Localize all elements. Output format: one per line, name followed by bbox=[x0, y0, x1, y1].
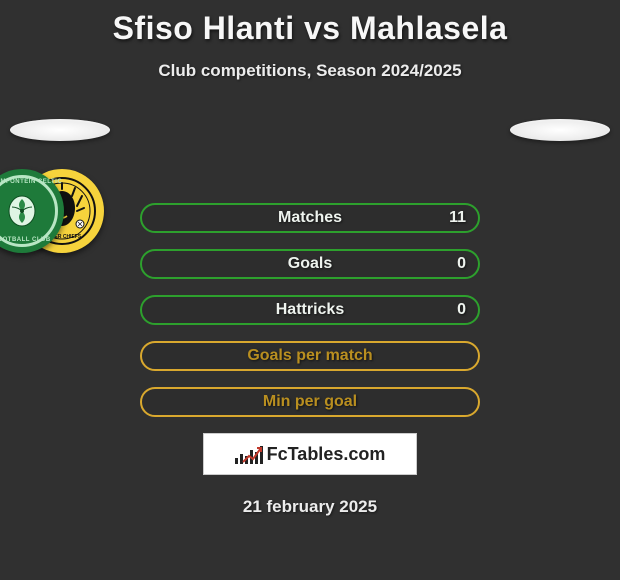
badge-text-top: BLOEMFONTEIN CELTIC bbox=[0, 179, 62, 185]
date-label: 21 february 2025 bbox=[0, 497, 620, 517]
player-slot-right bbox=[510, 119, 610, 141]
stat-row: Goals per match bbox=[140, 341, 480, 371]
stat-label: Goals bbox=[288, 255, 332, 273]
stat-label: Matches bbox=[278, 209, 342, 227]
stat-label: Goals per match bbox=[247, 347, 372, 365]
stat-value-right: 0 bbox=[457, 301, 466, 319]
brand-text: FcTables.com bbox=[267, 444, 386, 465]
subtitle: Club competitions, Season 2024/2025 bbox=[0, 61, 620, 81]
stat-value-right: 11 bbox=[449, 209, 466, 227]
stat-row: Matches 11 bbox=[140, 203, 480, 233]
stat-row: Min per goal bbox=[140, 387, 480, 417]
stat-row: Hattricks 0 bbox=[140, 295, 480, 325]
badge-text-bottom: FOOTBALL CLUB bbox=[0, 237, 51, 243]
player-slot-left bbox=[10, 119, 110, 141]
stat-row: Goals 0 bbox=[140, 249, 480, 279]
stat-label: Hattricks bbox=[276, 301, 344, 319]
comparison-panel: KAIZER CHIEFS BLOEMFONTEIN CELTIC FOOTBA… bbox=[0, 119, 620, 517]
stats-list: Matches 11 Goals 0 Hattricks 0 Goals per match… bbox=[140, 203, 480, 417]
brand-logo[interactable]: FcTables.com bbox=[203, 433, 417, 475]
stat-label: Min per goal bbox=[263, 393, 357, 411]
trend-arrow-icon bbox=[241, 444, 263, 466]
stat-value-right: 0 bbox=[457, 255, 466, 273]
page-title: Sfiso Hlanti vs Mahlasela bbox=[0, 0, 620, 47]
